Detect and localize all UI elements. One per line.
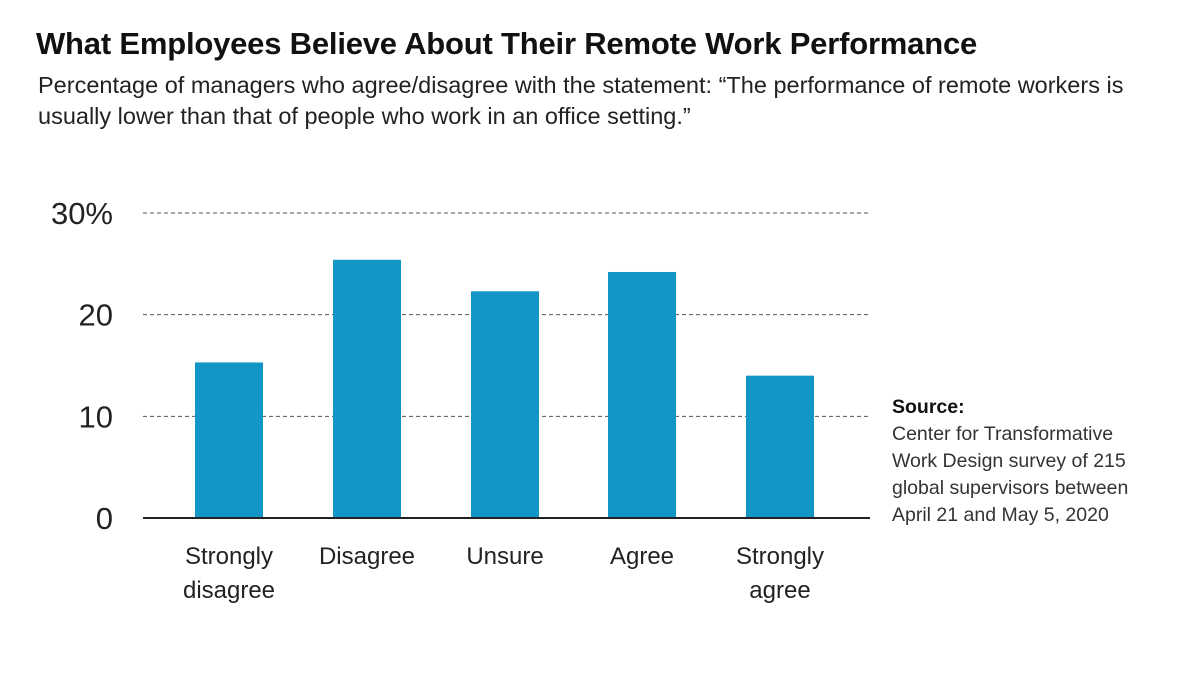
- y-tick-label: 0: [96, 501, 113, 536]
- bar: [333, 259, 401, 518]
- x-tick-label-line: disagree: [183, 577, 275, 604]
- source-label: Source:: [892, 396, 965, 418]
- x-tick-label: Strongly disagree: [183, 543, 275, 604]
- x-tick-label: Disagree: [319, 543, 415, 570]
- y-tick-label: 30%: [51, 196, 113, 231]
- x-tick-label: Unsure: [466, 543, 543, 570]
- x-tick-labels: Strongly disagree Disagree Unsure Agree Stron…: [183, 543, 824, 604]
- x-tick-label-line: Agree: [610, 543, 674, 570]
- bars: [195, 259, 814, 518]
- y-tick-label: 20: [79, 298, 113, 333]
- y-tick-label: 10: [79, 399, 113, 434]
- bar: [608, 271, 676, 518]
- x-tick-label-line: Unsure: [466, 543, 543, 570]
- x-tick-label-line: Disagree: [319, 543, 415, 570]
- source-note: Source: Center for Transformative Work D…: [892, 394, 1182, 529]
- x-tick-label-line: agree: [749, 577, 810, 604]
- chart-subtitle: Percentage of managers who agree/disagre…: [38, 72, 1124, 129]
- bar: [746, 375, 814, 518]
- bar: [471, 291, 539, 518]
- x-tick-label: Strongly agree: [736, 543, 824, 604]
- x-tick-label: Agree: [610, 543, 674, 570]
- bar: [195, 362, 263, 518]
- x-tick-label-line: Strongly: [736, 543, 824, 570]
- source-text: Center for Transformative Work Design su…: [892, 423, 1129, 526]
- chart-title: What Employees Believe About Their Remot…: [36, 26, 978, 61]
- y-tick-labels: 0 10 20 30%: [51, 196, 113, 536]
- x-tick-label-line: Strongly: [185, 543, 273, 570]
